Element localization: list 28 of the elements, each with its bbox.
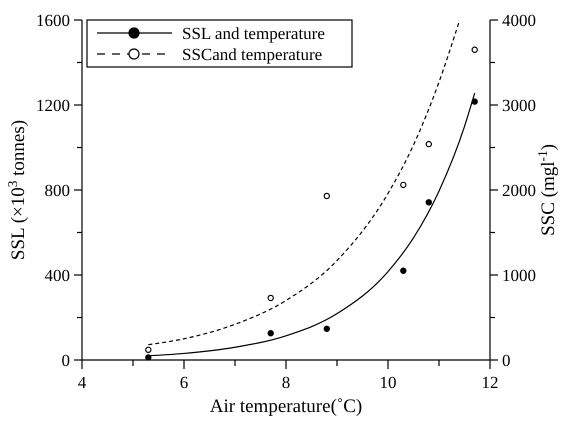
x-tick-label: 4 bbox=[78, 373, 87, 392]
y2-tick-label: 1000 bbox=[502, 266, 536, 285]
point bbox=[268, 330, 274, 336]
y2-tick-label: 4000 bbox=[502, 11, 536, 30]
y-tick-label: 400 bbox=[44, 266, 70, 285]
point bbox=[426, 199, 432, 206]
x-tick-label: 10 bbox=[380, 373, 396, 392]
legend-label: SSL and temperature bbox=[182, 24, 325, 43]
point bbox=[268, 294, 274, 302]
point bbox=[426, 140, 432, 148]
x-tick-label: 6 bbox=[180, 373, 188, 392]
x-tick-label: 12 bbox=[482, 373, 498, 392]
point bbox=[400, 182, 406, 188]
y-tick-label: 800 bbox=[44, 181, 70, 200]
x-tick-label: 8 bbox=[282, 373, 290, 392]
y-tick-label: 1600 bbox=[36, 11, 70, 30]
point bbox=[145, 346, 152, 353]
y-tick-label: 1200 bbox=[36, 96, 70, 115]
legend-label: SSCand temperature bbox=[182, 45, 322, 64]
y2-tick-label: 0 bbox=[502, 351, 510, 370]
point bbox=[472, 46, 478, 53]
y2-tick-label: 3000 bbox=[502, 96, 536, 115]
point bbox=[324, 192, 330, 200]
point bbox=[324, 326, 330, 332]
x-axis-title: Air temperature(˚C) bbox=[210, 396, 362, 417]
y2-tick-label: 2000 bbox=[502, 181, 536, 200]
point bbox=[400, 268, 406, 274]
y-tick-label: 0 bbox=[62, 351, 70, 370]
